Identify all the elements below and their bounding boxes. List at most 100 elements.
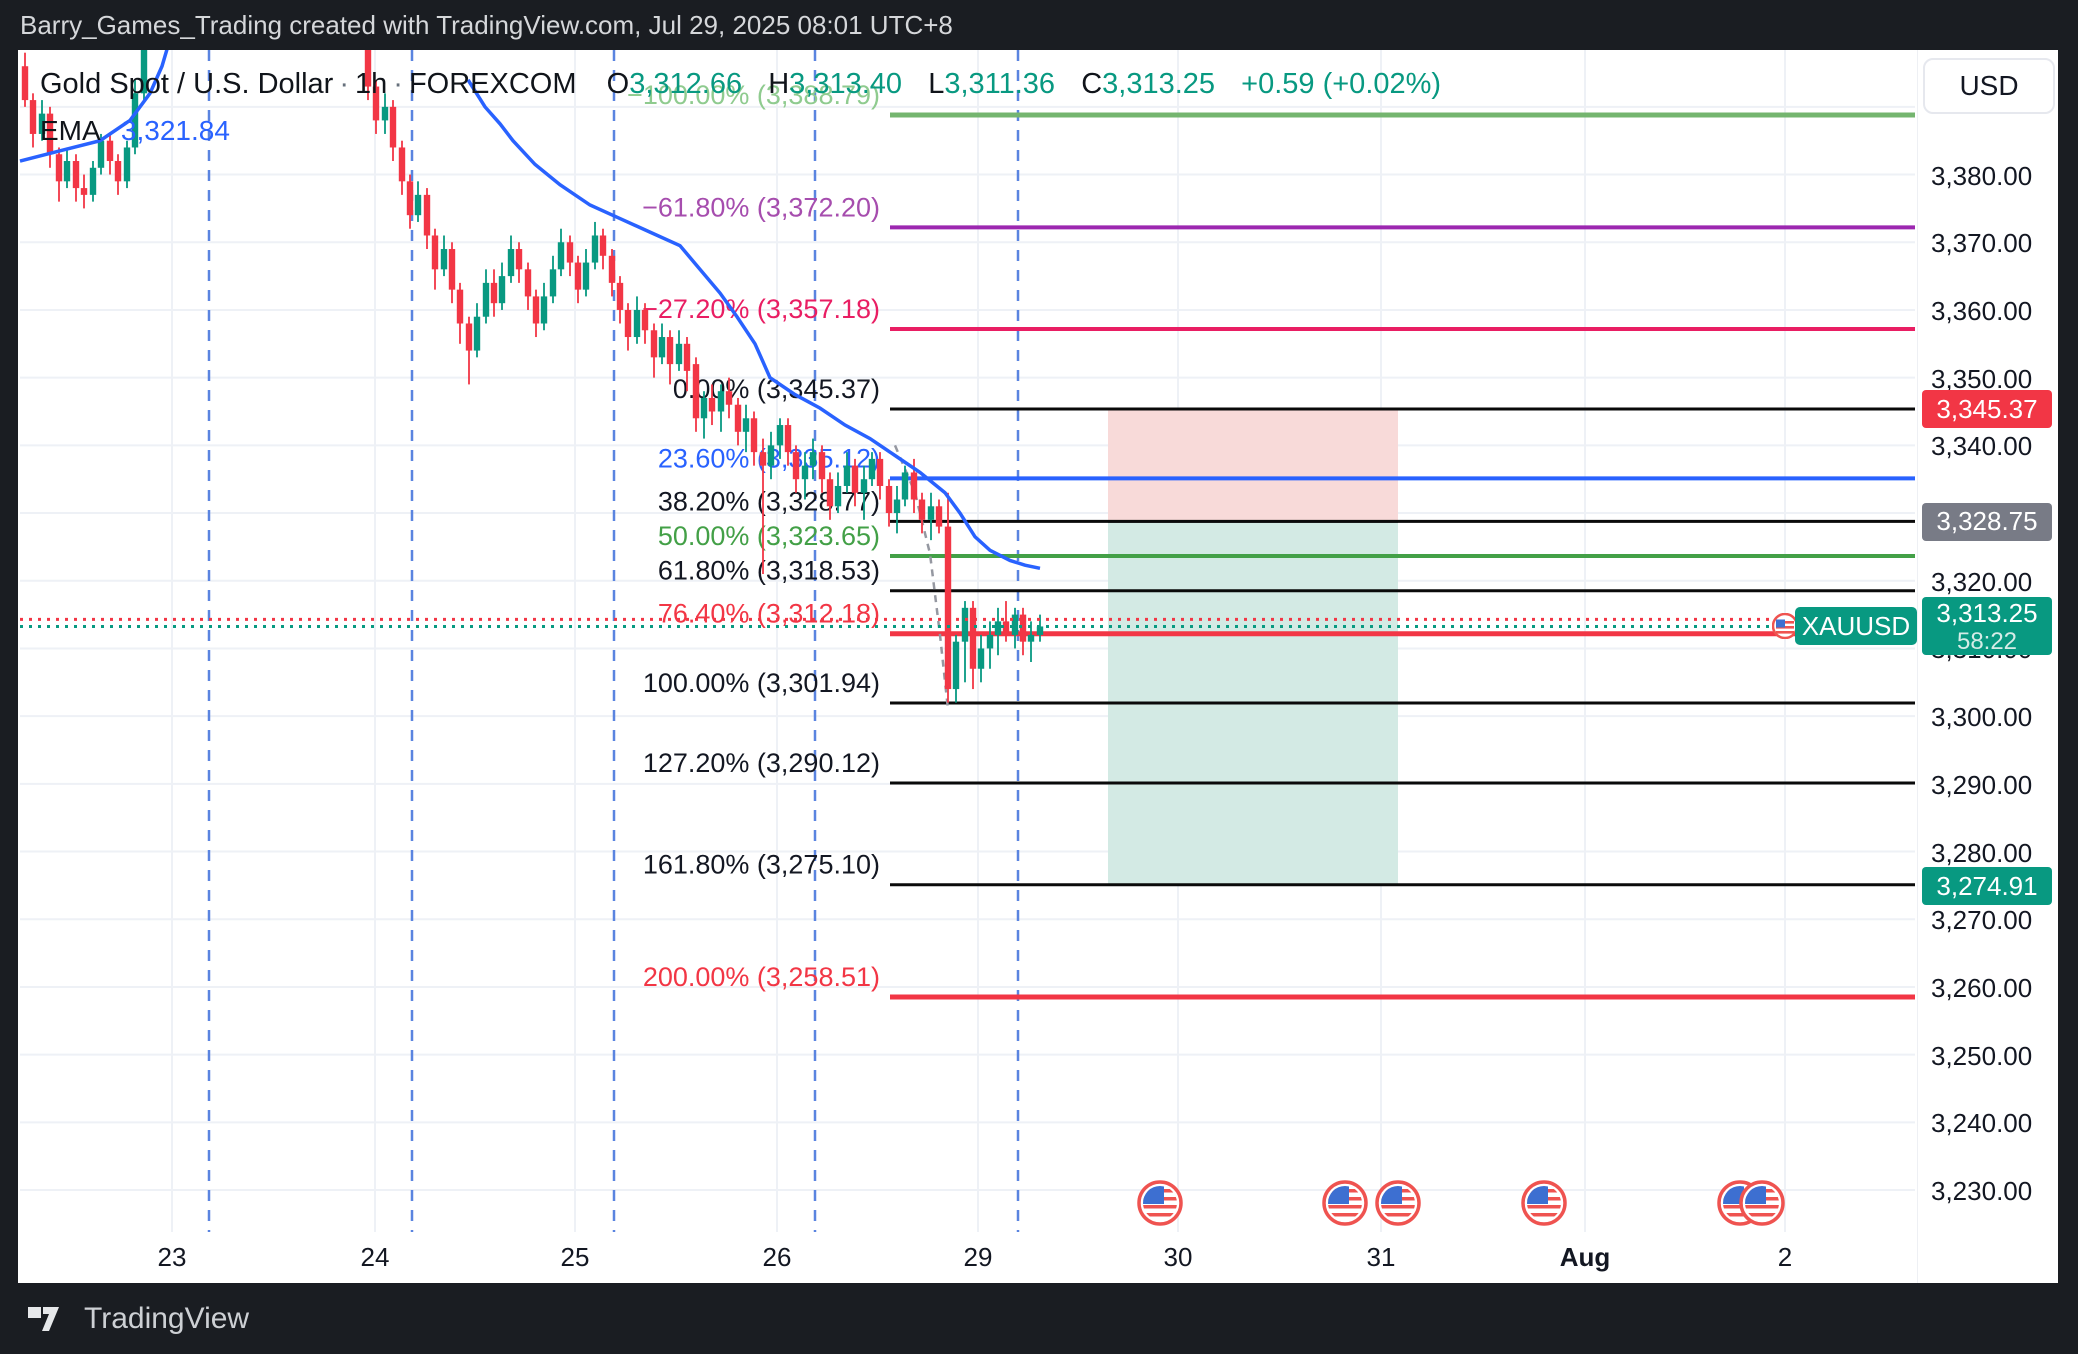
fib-level-label: 127.20% (3,290.12) — [643, 748, 880, 778]
candle-body — [641, 309, 649, 331]
economic-event-flag-icon[interactable] — [1375, 1180, 1421, 1226]
candle-body — [406, 181, 414, 216]
candle-body — [717, 391, 725, 412]
time-tick-label[interactable]: 31 — [1366, 1242, 1396, 1272]
candle-body — [423, 194, 431, 236]
candle-body — [398, 147, 406, 182]
badge-price-text: 3,345.37 — [1936, 393, 2038, 424]
candle-body — [910, 472, 918, 500]
price-tick-label: 3,290.00 — [1931, 769, 2033, 800]
candle-body — [708, 397, 716, 412]
time-tick-label[interactable]: 23 — [157, 1242, 187, 1272]
candle-body — [574, 262, 582, 290]
chart-area — [18, 50, 2057, 1283]
candle-body — [658, 337, 666, 358]
candle-body — [624, 309, 632, 338]
candle-body — [1019, 614, 1027, 642]
tradingview-brand[interactable]: TradingView — [84, 1301, 250, 1335]
candle-body — [498, 276, 506, 304]
target-price-badge[interactable]: 3,274.91 — [1922, 867, 2052, 905]
candle-body — [826, 479, 834, 507]
price-tick-label: 3,240.00 — [1931, 1108, 2033, 1139]
candle-body — [131, 93, 139, 148]
ema-line[interactable] — [19, 50, 170, 163]
candle-body — [566, 242, 574, 263]
time-tick-label[interactable]: 29 — [963, 1242, 993, 1272]
candle-body — [123, 147, 131, 182]
candle-body — [364, 50, 372, 87]
entry-price-badge[interactable]: 3,328.75 — [1922, 502, 2052, 541]
time-tick-label[interactable]: 26 — [762, 1242, 792, 1272]
candle-body — [616, 282, 624, 310]
candle-body — [801, 465, 809, 480]
candle-body — [591, 235, 599, 263]
candle-body — [700, 397, 708, 419]
candle-body — [140, 50, 148, 94]
time-tick-label[interactable]: 24 — [360, 1242, 390, 1272]
position-risk-box[interactable] — [1108, 409, 1398, 522]
economic-event-flag-icon[interactable] — [1739, 1180, 1785, 1226]
candle-body — [767, 445, 775, 466]
symbol-price-label[interactable]: XAUUSD — [1795, 607, 1917, 645]
fib-level-label: 61.80% (3,318.53) — [658, 556, 880, 586]
candle-body — [55, 154, 63, 182]
candle-body — [507, 249, 515, 277]
candle-body — [414, 194, 422, 216]
economic-event-flag-icon[interactable] — [1322, 1180, 1368, 1226]
candle-body — [666, 337, 674, 365]
candle-body — [986, 634, 994, 649]
candle-body — [431, 235, 439, 270]
candle-body — [97, 140, 105, 168]
economic-event-flag-icon[interactable] — [1521, 1180, 1567, 1226]
candle-body — [1011, 614, 1019, 635]
price-tick-label: 3,360.00 — [1931, 295, 2033, 326]
time-tick-label[interactable]: 30 — [1163, 1242, 1193, 1272]
trend-dash-line[interactable] — [893, 444, 950, 710]
candle-body — [692, 364, 700, 419]
price-axis[interactable]: USD 3,380.00 3,370.00 3,360.00 3,350.00 3,34… — [1917, 50, 2058, 1283]
price-pane[interactable]: −100.00% (3,388.79) −61.80% (3,372.20) −27… — [18, 50, 1917, 1232]
candle-body — [977, 648, 985, 669]
candle-body — [893, 499, 901, 514]
candle-body — [683, 343, 691, 371]
candle-body — [935, 506, 943, 527]
fib-level-label: 0.00% (3,345.37) — [673, 374, 880, 404]
currency-label: USD — [1959, 70, 2019, 101]
candle-body — [1036, 626, 1044, 635]
tradingview-logo-icon — [28, 1306, 59, 1331]
candle-body — [389, 106, 397, 148]
time-tick-label[interactable]: 25 — [560, 1242, 590, 1272]
price-tick-label: 3,270.00 — [1931, 905, 2033, 936]
fib-level-label: 50.00% (3,323.65) — [658, 521, 880, 551]
ema-line[interactable] — [466, 78, 1041, 571]
candle-body — [918, 499, 926, 520]
economic-event-flag-icon[interactable] — [1137, 1180, 1183, 1226]
symbol-name: XAUUSD — [1801, 610, 1911, 641]
candle-body — [876, 458, 884, 486]
candle-body — [72, 161, 80, 189]
candle-body — [927, 506, 935, 520]
candle-body — [994, 621, 1002, 635]
candle-body — [89, 167, 97, 195]
time-axis[interactable]: 23 24 25 26 29 30 31 Aug 2 — [18, 1232, 1917, 1283]
fib-level-label: 200.00% (3,258.51) — [643, 962, 880, 992]
time-tick-label[interactable]: 2 — [1777, 1242, 1793, 1272]
candle-body — [80, 188, 88, 195]
time-tick-label[interactable]: Aug — [1559, 1242, 1611, 1272]
candle-body — [818, 452, 826, 480]
candle-body — [944, 526, 952, 690]
fib-level-label: −61.80% (3,372.20) — [642, 192, 880, 222]
candle-body — [456, 289, 464, 324]
current-price-badge[interactable]: 3,313.25 58:22 — [1922, 597, 2052, 656]
badge-price-text: 3,274.91 — [1936, 870, 2038, 901]
candle-body — [557, 242, 565, 270]
candle-body — [532, 296, 540, 324]
candle-body — [599, 235, 607, 256]
stop-price-badge[interactable]: 3,345.37 — [1922, 390, 2052, 428]
price-tick-label: 3,230.00 — [1931, 1176, 2033, 1207]
candle-body — [524, 269, 532, 297]
currency-button[interactable]: USD — [1923, 58, 2055, 114]
price-tick-label: 3,340.00 — [1931, 431, 2033, 462]
candle-body — [38, 113, 46, 134]
